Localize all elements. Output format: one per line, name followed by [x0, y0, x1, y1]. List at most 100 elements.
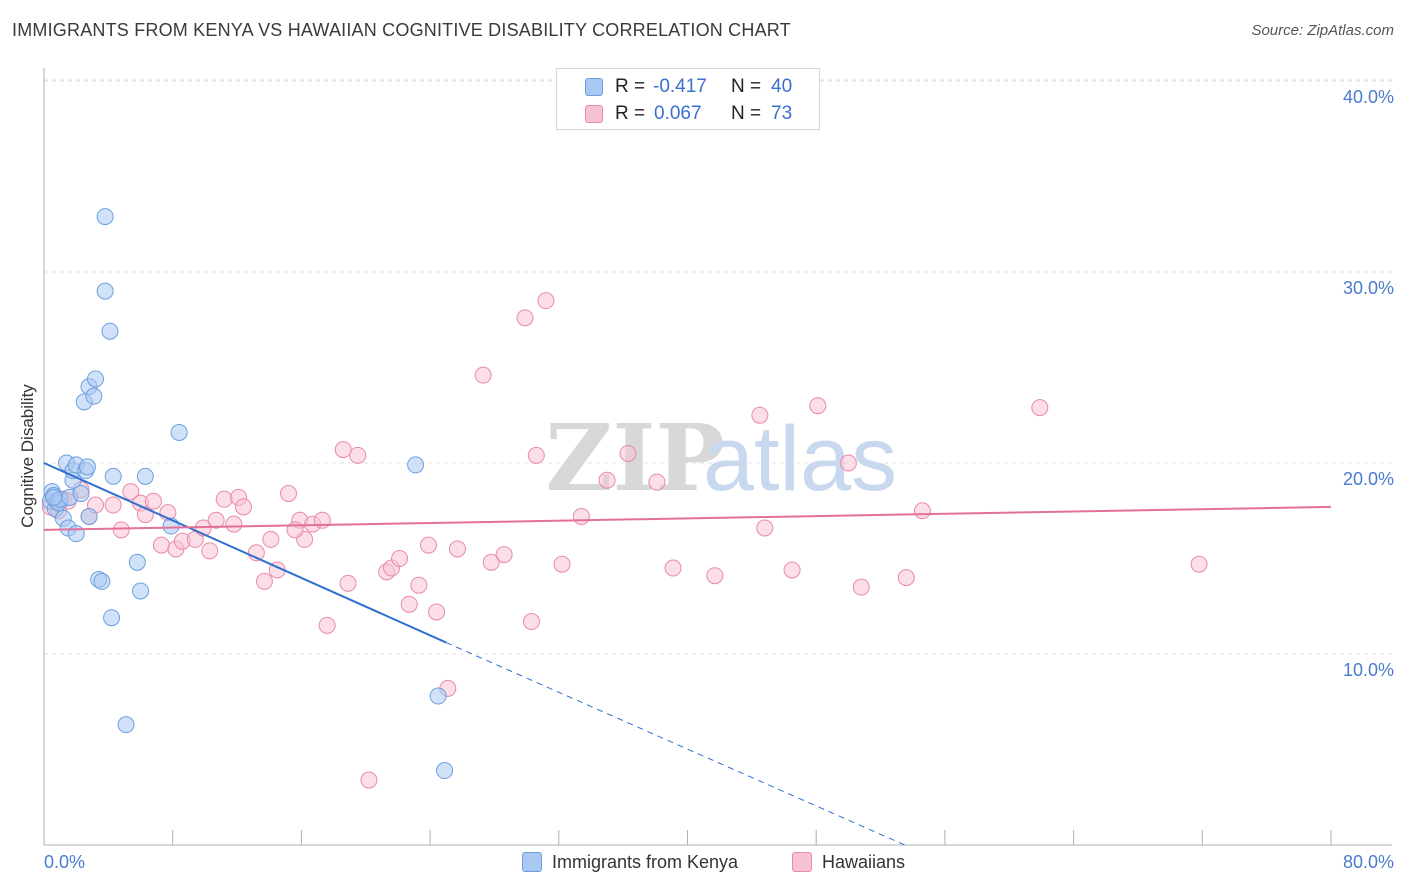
kenya-point: [85, 387, 103, 405]
legend-label-kenya: Immigrants from Kenya: [552, 852, 739, 872]
hawaiians-point: [318, 616, 336, 634]
hawaiians-point: [1190, 555, 1208, 573]
hawaiians-point: [207, 511, 225, 529]
x-tick-min: 0.0%: [44, 852, 86, 872]
y-tick-30: 30.0%: [1342, 278, 1394, 298]
kenya-point: [93, 572, 111, 590]
hawaiians-point: [400, 595, 418, 613]
kenya-point: [67, 525, 85, 543]
hawaiians-point: [152, 536, 170, 554]
kenya-point: [429, 687, 447, 705]
stats-box: R = -0.417 N = 40 R = 0.067 N = 73: [556, 68, 820, 130]
kenya-point: [78, 458, 96, 476]
hawaiians-r-value: 0.067: [654, 103, 702, 124]
hawaiians-point: [349, 446, 367, 464]
kenya-point: [80, 507, 98, 525]
kenya-point: [407, 456, 425, 474]
hawaiians-point: [234, 498, 252, 516]
hawaiians-point: [572, 507, 590, 525]
hawaiians-point: [839, 454, 857, 472]
hawaiians-point: [522, 613, 540, 631]
y-tick-20: 20.0%: [1342, 469, 1394, 489]
hawaiians-point: [339, 574, 357, 592]
r-label: R =: [615, 103, 646, 124]
hawaiians-point: [334, 441, 352, 459]
hawaiians-point: [516, 309, 534, 327]
hawaiians-point: [104, 496, 122, 514]
source-label: Source: ZipAtlas.com: [1251, 22, 1394, 39]
kenya-trend-line: [43, 462, 447, 644]
n-label: N =: [731, 76, 762, 97]
hawaiians-swatch: [585, 105, 603, 123]
hawaiians-point: [553, 555, 571, 573]
kenya-point: [101, 322, 119, 340]
hawaiians-point: [598, 471, 616, 489]
hawaiians-point: [897, 569, 915, 587]
hawaiians-point: [783, 561, 801, 579]
kenya-point: [170, 423, 188, 441]
series-kenya: [41, 208, 454, 780]
stats-row-hawaiians: R = 0.067 N = 73: [557, 101, 819, 127]
hawaiians-point: [1031, 399, 1049, 417]
kenya-point: [132, 582, 150, 600]
hawaiians-point: [360, 771, 378, 789]
y-tick-40: 40.0%: [1342, 87, 1394, 107]
hawaiians-point: [225, 515, 243, 533]
hawaiians-point: [391, 550, 409, 567]
watermark-atlas: atlas: [703, 408, 897, 510]
kenya-r-value: -0.417: [653, 76, 707, 97]
axes: [43, 68, 1392, 846]
kenya-point: [136, 467, 154, 485]
hawaiians-point: [112, 521, 130, 539]
hawaiians-point: [474, 366, 492, 384]
kenya-legend-swatch: [522, 852, 542, 872]
hawaiians-point: [913, 502, 931, 520]
hawaiians-point: [751, 406, 769, 424]
hawaiians-point: [410, 576, 428, 594]
hawaiians-point: [482, 553, 500, 571]
hawaiians-point: [852, 578, 870, 596]
hawaiians-point: [419, 536, 437, 554]
kenya-n-value: 40: [771, 76, 793, 97]
hawaiians-point: [537, 292, 555, 310]
hawaiians-point: [756, 519, 774, 537]
kenya-point: [128, 553, 146, 571]
kenya-point: [436, 762, 454, 780]
hawaiians-trend-line: [43, 505, 1332, 531]
r-label: R =: [615, 76, 646, 97]
hawaiians-point: [527, 446, 545, 464]
kenya-point: [103, 609, 121, 627]
hawaiians-point: [495, 546, 513, 564]
y-axis-label: Cognitive Disability: [18, 384, 37, 528]
kenya-point: [117, 716, 135, 734]
chart-title: IMMIGRANTS FROM KENYA VS HAWAIIAN COGNIT…: [12, 20, 791, 40]
n-label: N =: [731, 103, 762, 124]
legend-item-hawaiians[interactable]: Hawaiians: [792, 852, 905, 873]
kenya-point: [104, 467, 122, 485]
kenya-point: [96, 282, 114, 300]
x-tick-max: 80.0%: [1342, 852, 1394, 872]
hawaiians-point: [809, 397, 827, 415]
hawaiians-point: [122, 483, 140, 501]
kenya-swatch: [585, 78, 603, 96]
hawaiians-point: [648, 473, 666, 491]
hawaiians-point: [706, 567, 724, 585]
kenya-point: [45, 488, 63, 506]
stats-row-kenya: R = -0.417 N = 40: [557, 74, 819, 100]
hawaiians-point: [664, 559, 682, 577]
kenya-point: [96, 208, 114, 226]
legend-item-kenya[interactable]: Immigrants from Kenya: [522, 852, 738, 873]
hawaiians-point: [428, 603, 446, 621]
hawaiians-point: [201, 542, 219, 560]
hawaiians-point: [144, 492, 162, 510]
hawaiians-point: [448, 540, 466, 558]
hawaiians-point: [619, 444, 637, 462]
y-tick-10: 10.0%: [1342, 660, 1394, 680]
trend-lines: [43, 462, 1332, 846]
legend-label-hawaiians: Hawaiians: [822, 852, 906, 872]
hawaiians-point: [286, 521, 304, 539]
hawaiians-n-value: 73: [771, 103, 793, 124]
kenya-trend-extension: [445, 642, 905, 846]
kenya-point: [72, 485, 90, 503]
hawaiians-point: [262, 530, 280, 548]
